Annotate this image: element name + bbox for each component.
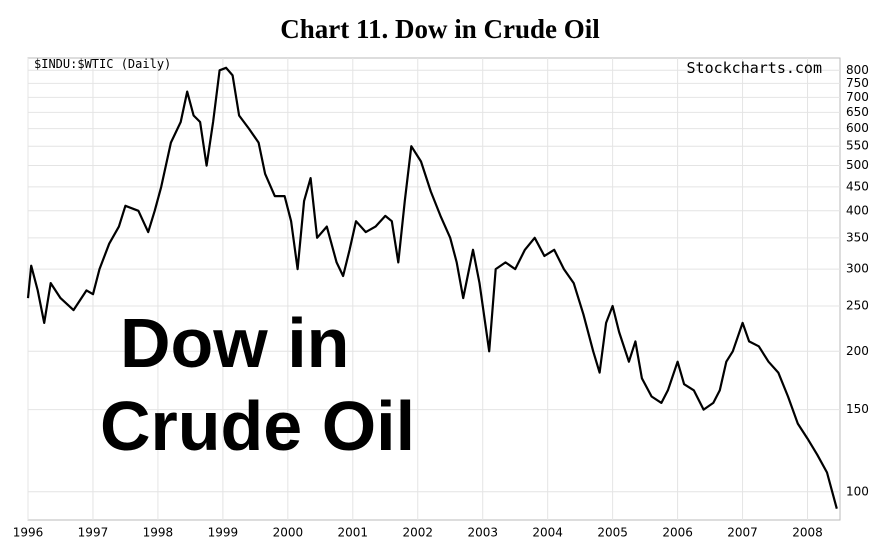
x-tick-label: 1997 — [78, 526, 109, 540]
x-tick-label: 2001 — [338, 526, 369, 540]
subtitle: $INDU:$WTIC (Daily) — [34, 57, 171, 71]
y-tick-label: 700 — [846, 90, 869, 104]
y-tick-label: 350 — [846, 230, 869, 244]
y-tick-label: 500 — [846, 158, 869, 172]
annotation: Crude Oil — [100, 387, 415, 465]
y-tick-label: 550 — [846, 139, 869, 153]
y-tick-label: 200 — [846, 344, 869, 358]
annotation: Dow in — [120, 304, 349, 382]
y-tick-label: 400 — [846, 203, 869, 217]
x-tick-label: 2008 — [792, 526, 823, 540]
x-tick-label: 2002 — [402, 526, 433, 540]
data-line — [26, 66, 838, 509]
x-tick-label: 1996 — [13, 526, 44, 540]
y-tick-label: 750 — [846, 76, 869, 90]
x-tick-label: 2005 — [597, 526, 628, 540]
y-tick-label: 450 — [846, 179, 869, 193]
y-tick-label: 250 — [846, 299, 869, 313]
y-tick-label: 650 — [846, 105, 869, 119]
y-tick-label: 800 — [846, 63, 869, 77]
source: Stockcharts.com — [687, 59, 822, 77]
x-tick-label: 2000 — [273, 526, 304, 540]
x-tick-label: 1999 — [208, 526, 239, 540]
x-tick-label: 2007 — [727, 526, 758, 540]
x-tick-label: 2003 — [467, 526, 498, 540]
chart-title: Chart 11. Dow in Crude Oil — [280, 14, 600, 44]
y-tick-label: 300 — [846, 262, 869, 276]
x-tick-label: 1998 — [143, 526, 174, 540]
y-tick-label: 100 — [846, 484, 869, 498]
y-tick-label: 600 — [846, 121, 869, 135]
y-tick-label: 150 — [846, 402, 869, 416]
x-tick-label: 2004 — [532, 526, 563, 540]
x-tick-label: 2006 — [662, 526, 693, 540]
